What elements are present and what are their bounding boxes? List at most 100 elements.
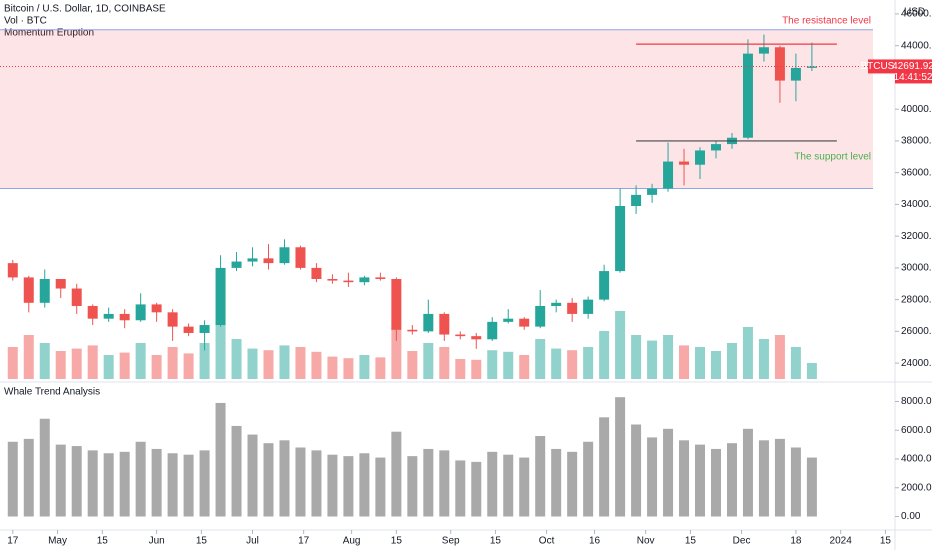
bar	[679, 440, 690, 517]
bar	[343, 456, 354, 517]
volume-bar	[407, 351, 418, 379]
candle-body	[279, 247, 290, 264]
candle-body	[167, 312, 178, 327]
candle-body	[199, 325, 210, 333]
candle-body	[359, 277, 370, 283]
candle-body	[583, 299, 594, 314]
candle-body	[7, 263, 18, 278]
volume-bar	[471, 359, 482, 379]
volume-bar	[519, 355, 530, 379]
candle-body	[23, 277, 34, 303]
volume-bar	[679, 345, 690, 379]
candle-body	[519, 318, 530, 327]
x-tick-label: 15	[391, 536, 403, 547]
volume-bar	[631, 335, 642, 379]
y-tick-label: 6000.00	[901, 425, 932, 436]
bar	[247, 434, 258, 517]
candle-body	[631, 194, 642, 206]
volume-bar	[599, 331, 610, 379]
bar	[663, 428, 674, 517]
candle-body	[407, 329, 418, 332]
x-tick-label: 17	[7, 536, 19, 547]
x-tick-label: Sep	[442, 536, 460, 547]
volume-bar	[215, 323, 226, 379]
candle-body	[647, 188, 658, 195]
bar	[583, 441, 594, 517]
x-tick-label: Aug	[343, 536, 361, 547]
y-tick-label: 32000.00	[901, 231, 932, 242]
bar	[503, 454, 514, 517]
bar	[87, 450, 98, 517]
candle-body	[135, 304, 146, 321]
candle-body	[39, 279, 50, 303]
volume-bar	[391, 327, 402, 379]
bar	[695, 444, 706, 517]
volume-bar	[647, 340, 658, 379]
candle-body	[263, 258, 274, 264]
volume-bar	[551, 348, 562, 379]
candle-body	[535, 305, 546, 327]
y-tick-label: 0.00	[901, 511, 921, 522]
volume-bar	[375, 357, 386, 379]
volume-bar	[439, 347, 450, 379]
candle-body	[311, 267, 322, 280]
volume-bar	[742, 327, 753, 379]
candle-body	[774, 47, 785, 81]
x-tick-label: 15	[685, 536, 697, 547]
bar	[391, 431, 402, 517]
bar	[71, 446, 82, 517]
y-tick-label: 36000.00	[901, 167, 932, 178]
volume-bar	[295, 347, 306, 379]
candle-body	[71, 288, 82, 306]
annotation: The resistance level	[782, 15, 871, 26]
volume-bar	[455, 359, 466, 379]
volume-bar	[247, 348, 258, 379]
y-tick-label: 2000.00	[901, 482, 932, 493]
y-tick-label: 30000.00	[901, 263, 932, 274]
candle-body	[711, 144, 721, 151]
y-tick-label: 40000.00	[901, 104, 932, 115]
candle-body	[455, 334, 466, 337]
bar	[327, 454, 338, 517]
candle-body	[487, 321, 498, 340]
bar	[23, 438, 34, 517]
x-tick-label: 15	[880, 536, 892, 547]
candle-body	[87, 305, 98, 319]
x-tick-label: May	[48, 536, 67, 547]
candle-body	[247, 258, 258, 262]
volume-bar	[119, 352, 130, 379]
volume-bar	[7, 347, 18, 379]
volume-bar	[503, 351, 514, 379]
bar	[231, 425, 242, 517]
candle-body	[663, 161, 674, 189]
volume-bar	[183, 353, 194, 379]
x-tick-label: 18	[790, 536, 802, 547]
volume-bar	[151, 355, 162, 379]
bar	[471, 461, 482, 517]
volume-bar	[311, 351, 322, 379]
volume-bar	[231, 339, 242, 379]
bar	[758, 440, 769, 517]
y-tick-label: 24000.00	[901, 358, 932, 369]
volume-bar	[263, 350, 274, 379]
x-tick-label: 15	[196, 536, 208, 547]
volume-bar	[615, 311, 626, 379]
x-tick-label: 16	[589, 536, 601, 547]
candle-body	[151, 304, 162, 313]
zone	[0, 29, 873, 189]
volume-bar	[567, 350, 578, 379]
subtitle: Vol · BTC	[4, 16, 47, 27]
annotation: The support level	[794, 152, 871, 163]
candle-body	[567, 302, 578, 314]
volume-bar	[87, 345, 98, 379]
chart-title: Bitcoin / U.S. Dollar, 1D, COINBASE	[4, 4, 166, 15]
candle-body	[55, 279, 66, 289]
candle-body	[103, 313, 114, 319]
bar	[487, 451, 498, 517]
candle-body	[695, 150, 706, 165]
x-tick-label: Jul	[246, 536, 259, 547]
volume-bar	[199, 343, 210, 379]
candle-body	[471, 336, 482, 340]
bar	[151, 448, 162, 517]
candle-body	[806, 66, 817, 68]
